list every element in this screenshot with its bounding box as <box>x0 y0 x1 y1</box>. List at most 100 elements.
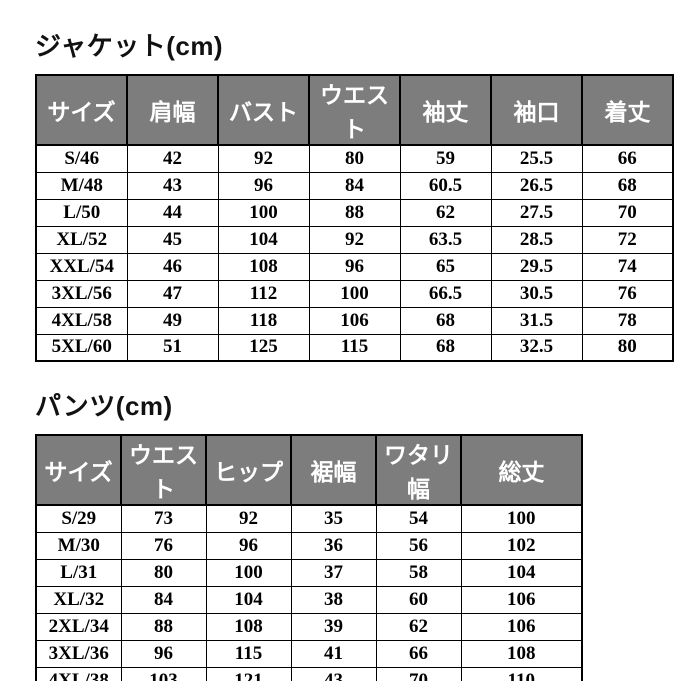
measurement-cell: 62 <box>375 612 462 641</box>
measurement-cell: 27.5 <box>490 198 583 227</box>
column-header: 裾幅 <box>290 434 377 506</box>
table-row: XXL/54 46 108 96 65 29.5 74 <box>35 252 674 281</box>
measurement-cell: 65 <box>399 252 492 281</box>
measurement-cell: 108 <box>205 612 292 641</box>
column-header: 袖丈 <box>399 74 492 146</box>
measurement-cell: 60.5 <box>399 171 492 200</box>
column-header: サイズ <box>35 434 122 506</box>
size-label-cell: S/29 <box>35 504 122 533</box>
measurement-cell: 110 <box>460 666 583 681</box>
pants-table-title: パンツ(cm) <box>35 391 173 421</box>
size-label-cell: 5XL/60 <box>35 333 128 362</box>
size-label-cell: S/46 <box>35 144 128 173</box>
column-header: バスト <box>217 74 310 146</box>
measurement-cell: 106 <box>460 612 583 641</box>
measurement-cell: 121 <box>205 666 292 681</box>
measurement-cell: 29.5 <box>490 252 583 281</box>
table-row: S/46 42 92 80 59 25.5 66 <box>35 144 674 173</box>
measurement-cell: 39 <box>290 612 377 641</box>
measurement-cell: 102 <box>460 531 583 560</box>
table-row: 5XL/60 51 125 115 68 32.5 80 <box>35 333 674 362</box>
measurement-cell: 74 <box>581 252 674 281</box>
measurement-cell: 47 <box>126 279 219 308</box>
column-header: ウエスト <box>308 74 401 146</box>
size-label-cell: L/50 <box>35 198 128 227</box>
measurement-cell: 118 <box>217 306 310 335</box>
measurement-cell: 38 <box>290 585 377 614</box>
measurement-cell: 26.5 <box>490 171 583 200</box>
measurement-cell: 45 <box>126 225 219 254</box>
measurement-cell: 88 <box>308 198 401 227</box>
measurement-cell: 72 <box>581 225 674 254</box>
measurement-cell: 37 <box>290 558 377 587</box>
measurement-cell: 96 <box>217 171 310 200</box>
measurement-cell: 88 <box>120 612 207 641</box>
size-label-cell: 4XL/58 <box>35 306 128 335</box>
measurement-cell: 112 <box>217 279 310 308</box>
measurement-cell: 43 <box>290 666 377 681</box>
measurement-cell: 84 <box>120 585 207 614</box>
measurement-cell: 54 <box>375 504 462 533</box>
size-label-cell: 4XL/38 <box>35 666 122 681</box>
measurement-cell: 80 <box>581 333 674 362</box>
measurement-cell: 92 <box>308 225 401 254</box>
measurement-cell: 84 <box>308 171 401 200</box>
measurement-cell: 78 <box>581 306 674 335</box>
table-row: XL/32 84 104 38 60 106 <box>35 585 583 614</box>
size-label-cell: M/48 <box>35 171 128 200</box>
measurement-cell: 68 <box>581 171 674 200</box>
measurement-cell: 70 <box>581 198 674 227</box>
measurement-cell: 35 <box>290 504 377 533</box>
measurement-cell: 51 <box>126 333 219 362</box>
measurement-cell: 68 <box>399 306 492 335</box>
measurement-cell: 70 <box>375 666 462 681</box>
measurement-cell: 104 <box>205 585 292 614</box>
table-row: 4XL/38 103 121 43 70 110 <box>35 666 583 681</box>
measurement-cell: 42 <box>126 144 219 173</box>
table-row: M/30 76 96 36 56 102 <box>35 531 583 560</box>
table-row: XL/52 45 104 92 63.5 28.5 72 <box>35 225 674 254</box>
measurement-cell: 100 <box>205 558 292 587</box>
measurement-cell: 92 <box>205 504 292 533</box>
measurement-cell: 96 <box>120 639 207 668</box>
measurement-cell: 96 <box>308 252 401 281</box>
size-label-cell: XXL/54 <box>35 252 128 281</box>
measurement-cell: 28.5 <box>490 225 583 254</box>
measurement-cell: 60 <box>375 585 462 614</box>
pants-size-table: サイズ ウエスト ヒップ 裾幅 ワタリ幅 総丈 S/29 73 92 35 54 100 M/30 76 9… <box>35 434 583 681</box>
measurement-cell: 80 <box>120 558 207 587</box>
measurement-cell: 63.5 <box>399 225 492 254</box>
measurement-cell: 108 <box>217 252 310 281</box>
size-label-cell: XL/52 <box>35 225 128 254</box>
table-row: 3XL/36 96 115 41 66 108 <box>35 639 583 668</box>
measurement-cell: 100 <box>460 504 583 533</box>
column-header: 袖口 <box>490 74 583 146</box>
table-row: S/29 73 92 35 54 100 <box>35 504 583 533</box>
measurement-cell: 58 <box>375 558 462 587</box>
size-label-cell: M/30 <box>35 531 122 560</box>
measurement-cell: 68 <box>399 333 492 362</box>
column-header: サイズ <box>35 74 128 146</box>
table-row: 4XL/58 49 118 106 68 31.5 78 <box>35 306 674 335</box>
jacket-size-section: ジャケット(cm) サイズ 肩幅 バスト ウエスト 袖丈 袖口 着丈 S/46 42 92 80 59… <box>35 26 674 362</box>
table-row: 3XL/56 47 112 100 66.5 30.5 76 <box>35 279 674 308</box>
measurement-cell: 104 <box>217 225 310 254</box>
measurement-cell: 115 <box>205 639 292 668</box>
column-header: 肩幅 <box>126 74 219 146</box>
measurement-cell: 103 <box>120 666 207 681</box>
measurement-cell: 125 <box>217 333 310 362</box>
measurement-cell: 100 <box>217 198 310 227</box>
measurement-cell: 96 <box>205 531 292 560</box>
measurement-cell: 36 <box>290 531 377 560</box>
column-header: ウエスト <box>120 434 207 506</box>
measurement-cell: 66 <box>375 639 462 668</box>
measurement-cell: 104 <box>460 558 583 587</box>
measurement-cell: 31.5 <box>490 306 583 335</box>
measurement-cell: 32.5 <box>490 333 583 362</box>
measurement-cell: 73 <box>120 504 207 533</box>
measurement-cell: 56 <box>375 531 462 560</box>
pants-size-section: パンツ(cm) サイズ ウエスト ヒップ 裾幅 ワタリ幅 総丈 S/29 73 92 35 54 10… <box>35 386 672 681</box>
column-header: 着丈 <box>581 74 674 146</box>
jacket-header-row: サイズ 肩幅 バスト ウエスト 袖丈 袖口 着丈 <box>35 74 674 146</box>
